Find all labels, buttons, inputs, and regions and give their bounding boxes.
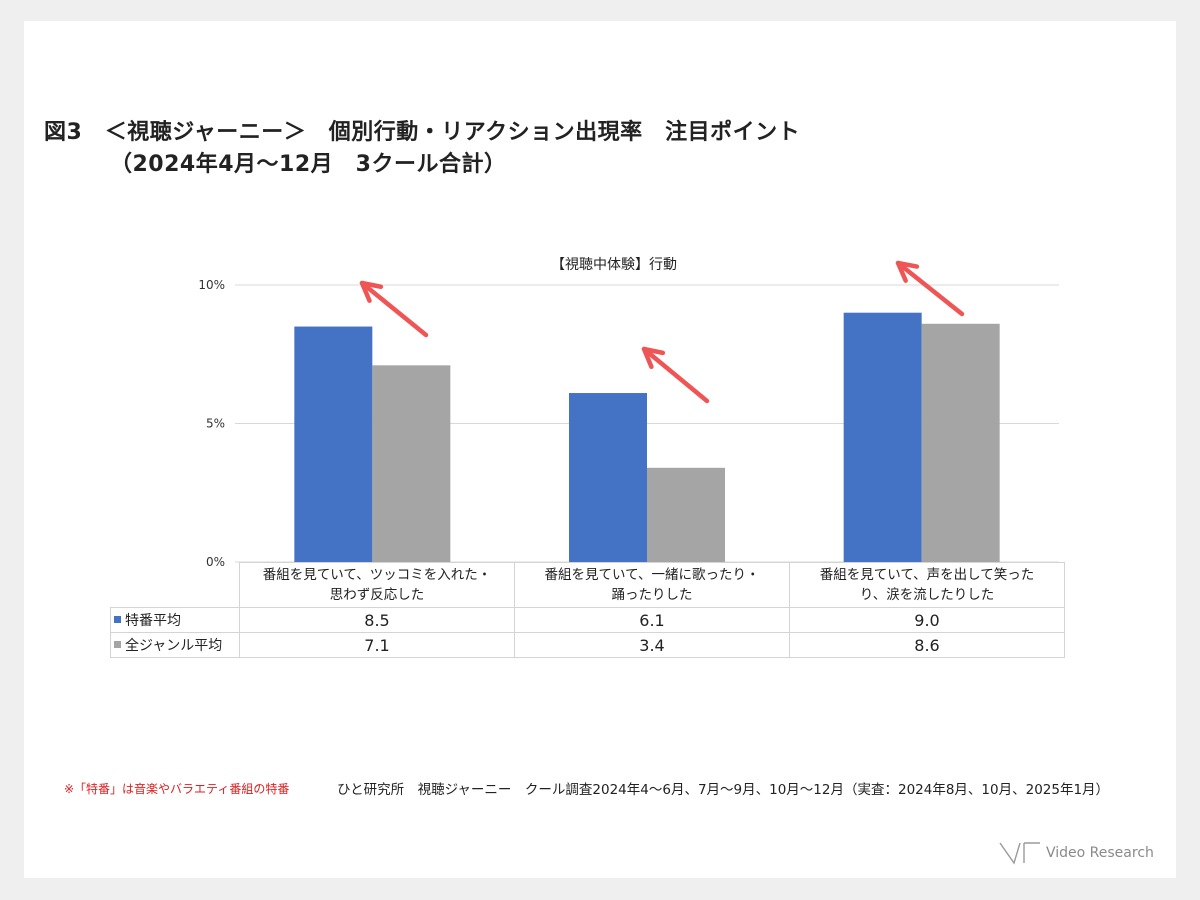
bar-all-genre [372, 365, 451, 562]
arrow-shaft [641, 346, 710, 404]
legend-swatch-gray [114, 641, 121, 648]
table-row: 全ジャンル平均 7.1 3.4 8.6 [110, 632, 1065, 658]
category-cell: 番組を見ていて、ツッコミを入れた・ 思わず反応した [239, 562, 515, 608]
footnote-source: ひと研究所 視聴ジャーニー クール調査2024年4～6月、7月～9月、10月～1… [337, 782, 1110, 798]
arrow-up-left-icon [641, 346, 666, 370]
legend-item-tokuban: 特番平均 [110, 607, 240, 633]
legend-item-all-genre: 全ジャンル平均 [110, 632, 240, 658]
brand-mark-icon [999, 842, 1040, 865]
category-cell: 番組を見ていて、声を出して笑った り、涙を流したりした [789, 562, 1065, 608]
chart-title: 【視聴中体験】行動 [551, 257, 677, 273]
bar-tokuban [294, 326, 373, 562]
arrow-up-left-icon [895, 260, 920, 283]
title-line2: （2024年4月～12月 3クール合計） [110, 152, 507, 177]
category-cell: 番組を見ていて、一緒に歌ったり・ 踊ったりした [514, 562, 790, 608]
value-cell: 8.6 [789, 632, 1065, 658]
footnote-note: ※「特番」は音楽やバラエティ番組の特番 [64, 782, 290, 796]
arrow-shaft [895, 260, 965, 317]
value-cell: 3.4 [514, 632, 790, 658]
value-cell: 8.5 [239, 607, 515, 633]
bar-all-genre [921, 323, 1000, 562]
table-corner [110, 562, 240, 608]
data-table: 番組を見ていて、ツッコミを入れた・ 思わず反応した 番組を見ていて、一緒に歌った… [110, 562, 1065, 658]
arrow-shaft [359, 280, 429, 338]
page-title: 図3 ＜視聴ジャーニー＞ 個別行動・リアクション出現率 注目ポイント （2024… [44, 117, 800, 181]
arrow-up-left-icon [359, 280, 384, 303]
bar-tokuban [843, 312, 922, 562]
value-cell: 6.1 [514, 607, 790, 633]
title-line1: 図3 ＜視聴ジャーニー＞ 個別行動・リアクション出現率 注目ポイント [44, 120, 801, 145]
value-cell: 7.1 [239, 632, 515, 658]
bar-all-genre [647, 467, 725, 562]
slide: 図3 ＜視聴ジャーニー＞ 個別行動・リアクション出現率 注目ポイント （2024… [24, 21, 1176, 878]
value-cell: 9.0 [789, 607, 1065, 633]
brand-logo: Video Research [998, 839, 1154, 867]
table-row: 特番平均 8.5 6.1 9.0 [110, 607, 1065, 633]
legend-swatch-blue [114, 616, 121, 623]
bar-tokuban [569, 393, 647, 562]
brand-name: Video Research [1046, 845, 1154, 861]
y-tick-label: 10% [198, 278, 225, 292]
y-tick-label: 5% [206, 417, 225, 431]
bar-chart: 【視聴中体験】行動0%5%10% [198, 257, 1059, 569]
